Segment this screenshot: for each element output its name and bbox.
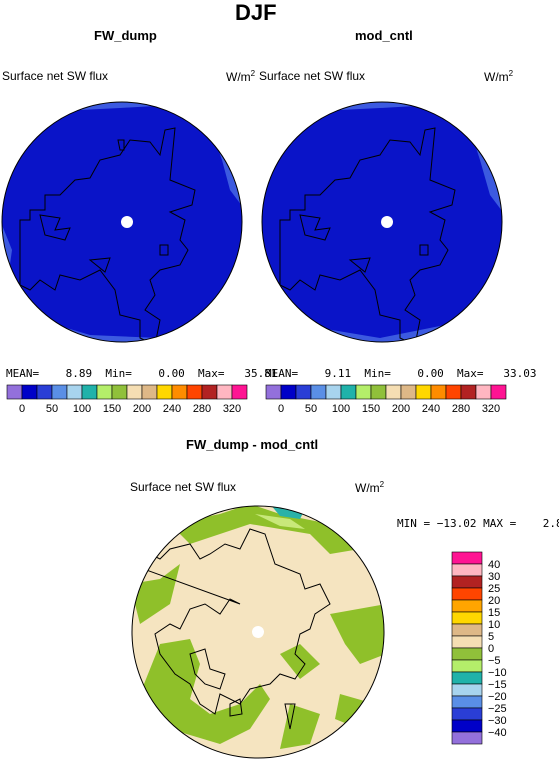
- colorbar-swatch: [186, 384, 203, 400]
- colorbar-tick-label: 20: [488, 595, 500, 607]
- colorbar-swatch: [126, 384, 143, 400]
- colorbar-tick-label: 0: [19, 403, 25, 415]
- colorbar-swatch: [201, 384, 218, 400]
- colorbar-swatch: [451, 671, 483, 685]
- colorbar-tick-label: 320: [223, 403, 241, 415]
- colorbar-swatch: [451, 575, 483, 589]
- colorbar-swatch: [171, 384, 188, 400]
- colorbar-swatch: [310, 384, 327, 400]
- colorbar-swatch: [36, 384, 53, 400]
- colorbar-fw-dump: 0 50 100 150 200 240 280 320: [6, 384, 248, 415]
- colorbar-tick-label: 50: [46, 403, 58, 415]
- colorbar-swatch: [445, 384, 462, 400]
- colorbar-swatch: [475, 384, 492, 400]
- colorbar-swatch: [451, 731, 483, 745]
- polar-map-difference: [131, 505, 385, 759]
- colorbar-tick-label: 320: [482, 403, 500, 415]
- colorbar-tick-label: 15: [488, 607, 500, 619]
- colorbar-swatch: [325, 384, 342, 400]
- colorbar-tick-label: 5: [488, 631, 494, 643]
- colorbar-tick-label: 0: [488, 643, 494, 655]
- colorbar-tick-label: −15: [488, 679, 507, 691]
- colorbar-swatch: [451, 611, 483, 625]
- panel-title-difference: FW_dump - mod_cntl: [186, 437, 319, 452]
- field-label-fw-dump: Surface net SW flux: [2, 69, 109, 83]
- polar-map-fw-dump: [1, 101, 243, 343]
- colorbar-swatch: [280, 384, 297, 400]
- colorbar-tick-label: 25: [488, 583, 500, 595]
- colorbar-swatch: [355, 384, 372, 400]
- colorbar-swatch: [415, 384, 432, 400]
- colorbar-swatch: [295, 384, 312, 400]
- colorbar-swatch: [451, 707, 483, 721]
- colorbar-tick-label: −30: [488, 715, 507, 727]
- colorbar-mod-cntl: 0 50 100 150 200 240 280 320: [265, 384, 507, 415]
- colorbar-swatch: [66, 384, 83, 400]
- colorbar-tick-label: 0: [278, 403, 284, 415]
- colorbar-tick-label: 200: [392, 403, 410, 415]
- colorbar-tick-label: 280: [193, 403, 211, 415]
- colorbar-swatch: [51, 384, 68, 400]
- colorbar-swatch: [141, 384, 158, 400]
- unit-label-fw-dump: W/m2: [226, 69, 256, 84]
- colorbar-tick-label: −10: [488, 667, 507, 679]
- page-title: DJF: [235, 0, 277, 25]
- colorbar-swatch: [490, 384, 507, 400]
- colorbar-tick-label: 240: [422, 403, 440, 415]
- colorbar-swatch: [6, 384, 23, 400]
- colorbar-swatch: [216, 384, 233, 400]
- unit-label-difference: W/m2: [355, 480, 385, 495]
- stats-difference: MIN = −13.02 MAX = 2.81: [397, 517, 559, 530]
- colorbar-swatch: [451, 599, 483, 613]
- colorbar-tick-label: 100: [73, 403, 91, 415]
- colorbar-tick-label: 280: [452, 403, 470, 415]
- colorbar-tick-label: 100: [332, 403, 350, 415]
- colorbar-tick-label: 200: [133, 403, 151, 415]
- colorbar-swatch: [21, 384, 38, 400]
- colorbar-tick-label: 40: [488, 559, 500, 571]
- colorbar-tick-label: 150: [362, 403, 380, 415]
- colorbar-swatch: [111, 384, 128, 400]
- colorbar-swatch: [385, 384, 402, 400]
- colorbar-tick-label: −25: [488, 703, 507, 715]
- colorbar-tick-label: −5: [488, 655, 501, 667]
- panel-title-mod-cntl: mod_cntl: [355, 28, 413, 43]
- colorbar-swatch: [451, 659, 483, 673]
- colorbar-swatch: [96, 384, 113, 400]
- colorbar-swatch: [400, 384, 417, 400]
- stats-mod-cntl: MEAN= 9.11 Min= 0.00 Max= 33.03: [265, 367, 537, 380]
- colorbar-tick-label: −20: [488, 691, 507, 703]
- colorbar-tick-label: 50: [305, 403, 317, 415]
- colorbar-tick-label: −40: [488, 727, 507, 739]
- colorbar-swatch: [370, 384, 387, 400]
- colorbar-swatch: [156, 384, 173, 400]
- colorbar-swatch: [231, 384, 248, 400]
- colorbar-swatch: [451, 695, 483, 709]
- field-label-difference: Surface net SW flux: [130, 480, 237, 494]
- colorbar-swatch: [430, 384, 447, 400]
- colorbar-swatch: [460, 384, 477, 400]
- colorbar-swatch: [451, 587, 483, 601]
- colorbar-swatch: [340, 384, 357, 400]
- colorbar-swatch: [451, 719, 483, 733]
- unit-label-mod-cntl: W/m2: [484, 69, 514, 84]
- panel-title-fw-dump: FW_dump: [94, 28, 157, 43]
- colorbar-swatch: [265, 384, 282, 400]
- colorbar-tick-label: 30: [488, 571, 500, 583]
- colorbar-swatch: [451, 551, 483, 565]
- colorbar-swatch: [451, 635, 483, 649]
- colorbar-swatch: [81, 384, 98, 400]
- field-label-mod-cntl: Surface net SW flux: [259, 69, 366, 83]
- colorbar-swatch: [451, 683, 483, 697]
- colorbar-swatch: [451, 563, 483, 577]
- colorbar-swatch: [451, 623, 483, 637]
- colorbar-tick-label: 10: [488, 619, 500, 631]
- colorbar-swatch: [451, 647, 483, 661]
- polar-map-mod-cntl: [261, 101, 503, 343]
- stats-fw-dump: MEAN= 8.89 Min= 0.00 Max= 35.81: [6, 367, 278, 380]
- colorbar-tick-label: 240: [163, 403, 181, 415]
- colorbar-tick-label: 150: [103, 403, 121, 415]
